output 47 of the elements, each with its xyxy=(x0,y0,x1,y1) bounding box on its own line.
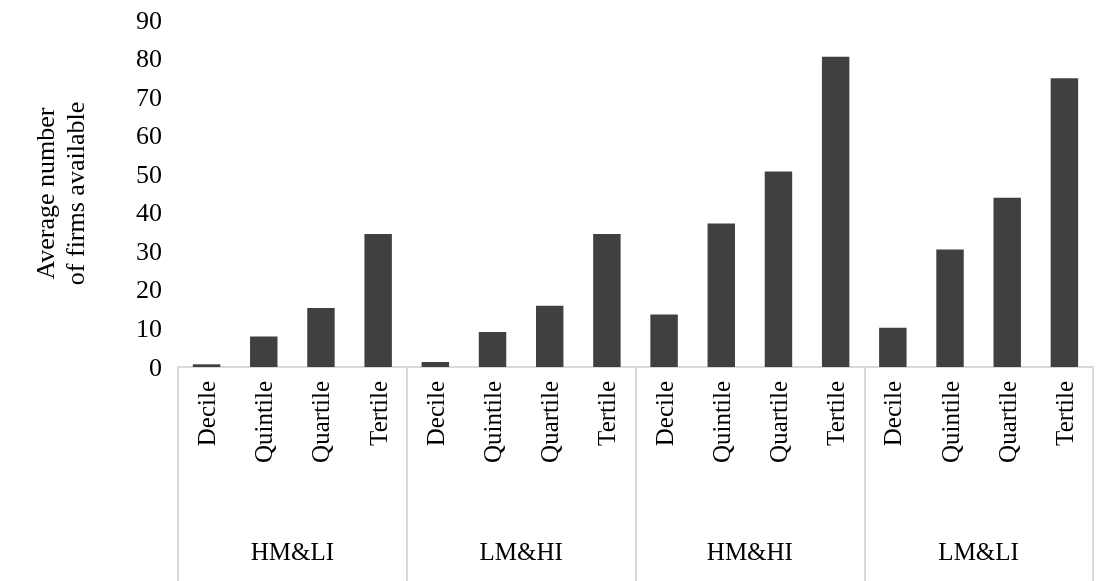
x-tick-label: Tertile xyxy=(593,381,621,446)
text: HM&HI xyxy=(706,538,793,565)
y-tick-label: 50 xyxy=(136,159,162,189)
x-tick-label: Quartile xyxy=(764,381,792,463)
bar xyxy=(650,314,678,367)
x-tick-label: Quintile xyxy=(479,381,507,463)
bar xyxy=(364,233,392,367)
y-tick-label: 10 xyxy=(136,313,162,343)
x-tick-label: Quartile xyxy=(307,381,335,463)
x-tick-label: Decile xyxy=(193,381,221,447)
bar xyxy=(821,56,850,367)
y-axis-title: Average number of firms available xyxy=(30,101,90,286)
y-tick-label: 70 xyxy=(136,82,162,112)
y-tick-label: 80 xyxy=(136,44,162,74)
bar xyxy=(879,327,907,367)
x-tick-label: Quartile xyxy=(993,381,1021,463)
bar xyxy=(593,233,621,367)
x-tick-label: Decile xyxy=(421,381,449,447)
bar xyxy=(192,364,221,367)
y-tick-label: 20 xyxy=(136,275,162,305)
text: LM&HI xyxy=(479,538,563,565)
bar xyxy=(478,331,507,367)
x-tick-label: Tertile xyxy=(1050,381,1078,446)
bar xyxy=(1050,78,1079,367)
bar xyxy=(307,308,335,367)
bar xyxy=(764,171,793,367)
x-tick-label: Quintile xyxy=(936,381,964,463)
text: HM&LI xyxy=(250,538,335,565)
bar xyxy=(535,305,564,367)
bar xyxy=(707,223,736,367)
x-tick-label: Decile xyxy=(650,381,678,447)
y-tick-label: 40 xyxy=(136,198,162,228)
x-tick-label: Tertile xyxy=(364,381,392,446)
x-tick-label: Decile xyxy=(879,381,907,447)
bar xyxy=(250,336,278,367)
x-tick-label: Tertile xyxy=(822,381,850,446)
bar xyxy=(936,249,964,367)
x-tick-label: Quartile xyxy=(536,381,564,463)
bar xyxy=(421,361,450,367)
x-tick-label: Quintile xyxy=(707,381,735,463)
text: LM&LI xyxy=(938,538,1019,565)
x-tick-label: Quintile xyxy=(250,381,278,463)
y-tick-label: 60 xyxy=(136,121,162,151)
y-tick-label: 0 xyxy=(149,352,162,382)
y-tick-label: 30 xyxy=(136,236,162,266)
y-tick-label: 90 xyxy=(136,5,162,35)
bar xyxy=(993,197,1021,367)
